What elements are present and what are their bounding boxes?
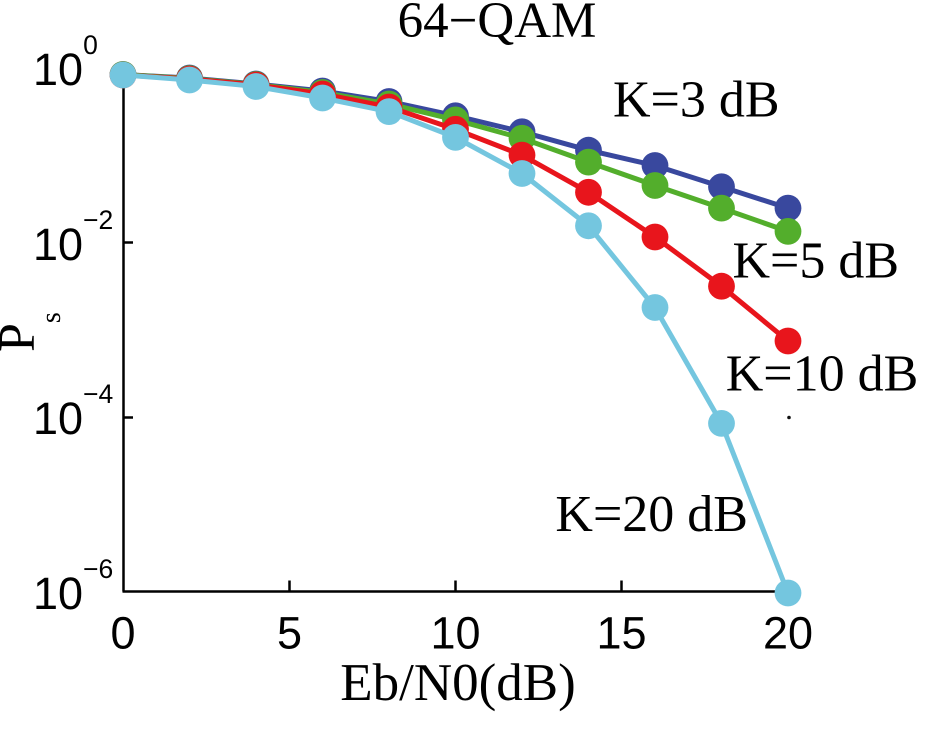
svg-text:K=3 dB: K=3 dB [613,72,780,129]
svg-text:64−QAM: 64−QAM [398,0,597,49]
svg-text:K=20 dB: K=20 dB [555,486,748,543]
svg-text:5: 5 [277,608,302,659]
svg-text:Eb/N0(dB): Eb/N0(dB) [340,654,576,712]
svg-text:10: 10 [430,608,480,659]
svg-text:K=10 dB: K=10 dB [726,345,919,402]
svg-text:15: 15 [596,608,646,659]
svg-text:K=5 dB: K=5 dB [733,233,900,290]
svg-text:0: 0 [110,608,135,659]
svg-text:20: 20 [763,608,813,659]
